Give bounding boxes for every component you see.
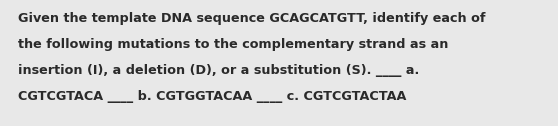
Text: insertion (I), a deletion (D), or a substitution (S). ____ a.: insertion (I), a deletion (D), or a subs… (18, 64, 419, 77)
Text: CGTCGTACA ____ b. CGTGGTACAA ____ c. CGTCGTACTAA: CGTCGTACA ____ b. CGTGGTACAA ____ c. CGT… (18, 90, 406, 103)
Text: the following mutations to the complementary strand as an: the following mutations to the complemen… (18, 38, 449, 51)
Text: Given the template DNA sequence GCAGCATGTT, identify each of: Given the template DNA sequence GCAGCATG… (18, 12, 485, 25)
